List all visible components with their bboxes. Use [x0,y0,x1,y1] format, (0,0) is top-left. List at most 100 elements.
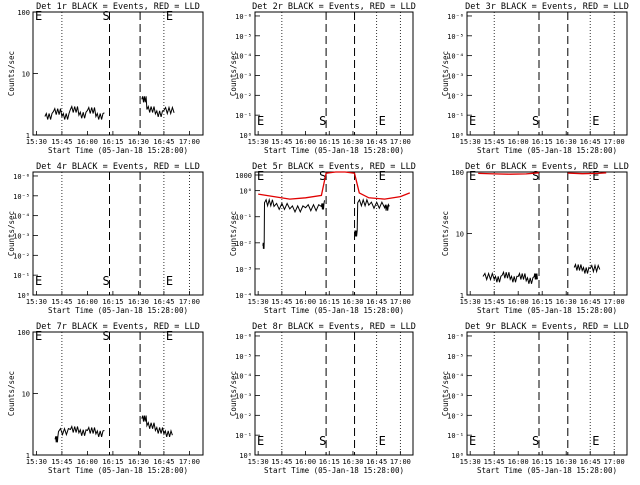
events-series-line [262,197,325,249]
x-tick-label: 16:15 [102,138,123,146]
x-tick-label: 16:00 [77,138,98,146]
panel-title: Det 3r BLACK = Events, RED = LLD [465,2,629,12]
y-tick-label: 100 [451,169,464,177]
marker-s: S [103,9,110,23]
y-tick-label: 10⁻¹ [235,112,252,120]
plot-frame [32,331,204,456]
x-axis-label: Start Time (05-Jan-18 15:28:00) [48,146,188,155]
marker-s: S [532,434,539,448]
plot-frame [254,331,414,456]
marker-s: S [532,114,539,128]
x-tick-label: 15:45 [484,298,505,306]
x-tick-label: 16:15 [532,138,553,146]
y-tick-label: 10⁻² [235,240,252,248]
x-tick-label: 16:00 [295,298,316,306]
y-tick-label: 10⁰ [451,452,464,460]
events-series-line [54,424,105,443]
y-tick-label: 10⁻⁴ [235,373,252,381]
x-tick-label: 16:00 [508,298,529,306]
x-axis-label: Start Time (05-Jan-18 15:28:00) [48,466,188,475]
marker-e1: E [257,434,264,448]
y-tick-label: 10⁻² [447,412,464,420]
y-tick-label: 10⁻⁴ [235,53,252,61]
panel-title: Det 4r BLACK = Events, RED = LLD [36,162,200,172]
y-tick-label: 10⁻³ [235,392,252,400]
x-axis-label: Start Time (05-Jan-18 15:28:00) [477,306,617,315]
lld-series-line [258,171,411,200]
panel-det-1r: Det 1r BLACK = Events, RED = LLD Counts/s… [7,2,204,155]
x-tick-label: 16:00 [295,458,316,466]
marker-e1: E [257,169,264,183]
events-series-line [44,104,105,120]
x-tick-label: 17:00 [604,138,625,146]
y-tick-label: 10⁻¹ [13,272,30,280]
marker-e2: E [379,114,386,128]
plot-frame [254,11,414,136]
x-tick-label: 15:30 [26,458,47,466]
panel-det-2r: Det 2r BLACK = Events, RED = LLD Counts/s… [229,2,416,155]
x-tick-label: 15:30 [248,138,269,146]
y-tick-label: 10⁻³ [13,232,30,240]
y-axis-label: Counts/sec [441,371,450,416]
marker-e2: E [379,434,386,448]
y-axis-label: Counts/sec [441,211,450,256]
plot-frame [466,331,628,456]
panel-det-9r: Det 9r BLACK = Events, RED = LLD Counts/s… [441,322,629,475]
marker-s: S [319,114,326,128]
y-axis-label: Counts/sec [7,371,16,416]
x-tick-label: 17:00 [179,298,200,306]
x-tick-label: 15:30 [248,298,269,306]
y-tick-label: 100 [17,329,30,337]
x-tick-label: 16:00 [77,458,98,466]
marker-e2: E [166,9,173,23]
y-tick-label: 10⁻¹ [447,432,464,440]
events-series-line [354,198,390,237]
panel-det-3r: Det 3r BLACK = Events, RED = LLD Counts/s… [441,2,629,155]
x-tick-label: 16:45 [153,458,174,466]
panel-title: Det 9r BLACK = Events, RED = LLD [465,322,629,332]
x-tick-label: 16:30 [342,458,363,466]
x-tick-label: 16:30 [128,298,149,306]
y-tick-label: 10⁻⁵ [447,353,464,361]
x-tick-label: 16:30 [128,138,149,146]
panel-title: Det 7r BLACK = Events, RED = LLD [36,322,200,332]
x-axis-label: Start Time (05-Jan-18 15:28:00) [477,466,617,475]
x-tick-label: 16:00 [295,138,316,146]
marker-e2: E [166,274,173,288]
y-tick-label: 10⁻² [447,92,464,100]
x-tick-label: 15:45 [271,458,292,466]
y-axis-label: Counts/sec [229,371,238,416]
x-tick-label: 16:15 [532,298,553,306]
panel-title: Det 1r BLACK = Events, RED = LLD [36,2,200,12]
events-series-line [482,270,538,284]
y-tick-label: 10 [22,391,30,399]
y-tick-label: 1 [26,452,30,460]
x-tick-label: 15:30 [460,138,481,146]
y-tick-label: 10⁻³ [447,392,464,400]
lld-series-line [478,172,540,175]
x-tick-label: 16:45 [366,138,387,146]
y-axis-label: Counts/sec [7,51,16,96]
x-tick-label: 17:00 [390,298,411,306]
x-tick-label: 15:30 [26,138,47,146]
x-tick-label: 16:00 [77,298,98,306]
y-tick-label: 10⁻⁴ [447,53,464,61]
marker-e2: E [592,114,599,128]
y-tick-label: 100 [17,9,30,17]
y-tick-label: 10⁻⁶ [13,173,30,181]
x-tick-label: 15:45 [484,138,505,146]
x-tick-label: 16:30 [128,458,149,466]
x-tick-label: 16:15 [319,138,340,146]
x-tick-label: 15:45 [271,298,292,306]
x-tick-label: 15:45 [51,138,72,146]
x-tick-label: 17:00 [390,458,411,466]
panel-title: Det 8r BLACK = Events, RED = LLD [252,322,416,332]
y-tick-label: 10⁰ [239,188,252,196]
y-axis-label: Counts/sec [229,51,238,96]
x-tick-label: 16:00 [508,138,529,146]
y-axis-label: Counts/sec [441,51,450,96]
y-tick-label: 10⁻⁶ [447,333,464,341]
panel-det-4r: Det 4r BLACK = Events, RED = LLD Counts/s… [7,162,204,315]
y-tick-label: 10⁻² [13,252,30,260]
y-tick-label: 10⁻⁵ [13,193,30,201]
